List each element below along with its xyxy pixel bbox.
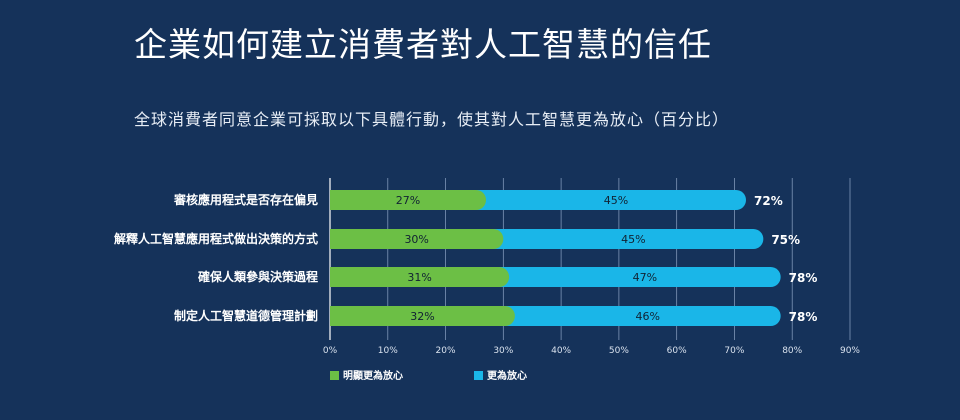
bar-segment-edge bbox=[330, 306, 350, 326]
data-label: 27% bbox=[396, 194, 420, 207]
bar-segment-much-more-comfortable bbox=[330, 229, 504, 249]
bar-segment-much-more-comfortable bbox=[330, 306, 515, 326]
x-tick-label: 10% bbox=[378, 346, 398, 356]
x-tick-label: 60% bbox=[667, 346, 687, 356]
chart-title: 企業如何建立消費者對人工智慧的信任 bbox=[134, 25, 712, 64]
x-tick-label: 20% bbox=[436, 346, 456, 356]
data-label: 47% bbox=[633, 271, 657, 284]
category-label: 制定人工智慧道德管理計劃 bbox=[174, 308, 318, 323]
bar-segment-edge bbox=[330, 190, 350, 210]
category-label: 確保人類參與決策過程 bbox=[198, 269, 318, 284]
x-tick-label: 50% bbox=[609, 346, 629, 356]
legend-swatch bbox=[330, 371, 339, 380]
total-label: 78% bbox=[789, 310, 818, 324]
chart-subtitle: 全球消費者同意企業可採取以下具體行動，使其對人工智慧更為放心（百分比） bbox=[134, 110, 730, 129]
data-label: 30% bbox=[404, 233, 428, 246]
category-label: 解釋人工智慧應用程式做出決策的方式 bbox=[114, 231, 318, 246]
x-tick-label: 40% bbox=[551, 346, 571, 356]
bar-segment-edge bbox=[330, 229, 350, 249]
x-tick-label: 0% bbox=[323, 346, 338, 356]
total-label: 72% bbox=[754, 194, 783, 208]
data-label: 45% bbox=[604, 194, 628, 207]
bar-segment-much-more-comfortable bbox=[330, 267, 510, 287]
bar-segment-much-more-comfortable bbox=[330, 190, 486, 210]
legend-label: 明顯更為放心 bbox=[343, 369, 403, 382]
total-label: 75% bbox=[771, 233, 800, 247]
legend-label: 更為放心 bbox=[487, 369, 527, 382]
data-label: 46% bbox=[636, 310, 660, 323]
data-label: 45% bbox=[621, 233, 645, 246]
x-tick-label: 30% bbox=[493, 346, 513, 356]
x-tick-label: 90% bbox=[840, 346, 860, 356]
data-label: 32% bbox=[410, 310, 434, 323]
x-tick-label: 80% bbox=[782, 346, 802, 356]
legend-swatch bbox=[474, 371, 483, 380]
data-label: 31% bbox=[407, 271, 431, 284]
total-label: 78% bbox=[789, 271, 818, 285]
category-label: 審核應用程式是否存在偏見 bbox=[173, 192, 318, 207]
bar-segment-edge bbox=[330, 267, 350, 287]
x-tick-label: 70% bbox=[724, 346, 744, 356]
